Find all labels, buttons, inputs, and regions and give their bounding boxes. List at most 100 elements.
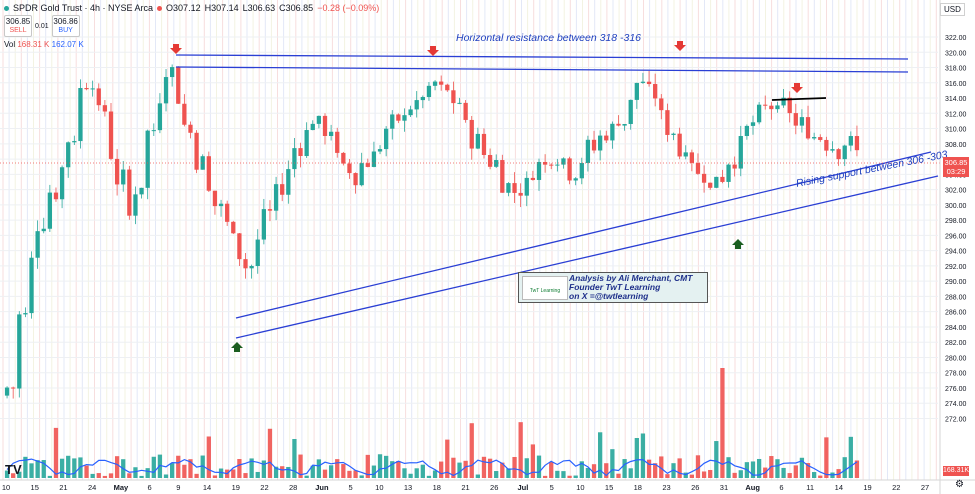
price-tick-label: 286.00 — [945, 310, 967, 317]
volume-bar — [414, 468, 419, 478]
price-tick-label: 314.00 — [945, 96, 967, 103]
price-axis[interactable]: 322.00 320.00 318.00 316.00 314.00 312.00 310.… — [945, 35, 967, 424]
volume-bar — [836, 469, 841, 478]
volume-bar — [371, 465, 377, 478]
down-arrow-red-icon — [427, 46, 439, 56]
time-tick-label: 5 — [349, 483, 353, 492]
buy-button[interactable]: 306.86 BUY — [51, 15, 80, 37]
candle-body — [812, 137, 817, 139]
price-tick-label: 288.00 — [945, 294, 967, 301]
candle-body — [47, 192, 52, 229]
volume-bar — [512, 456, 517, 478]
time-axis[interactable]: 10 15 21 24 May 6 9 14 19 22 28 Jun 5 10 13 18 21 26 Jul 5 1… — [2, 483, 929, 492]
candle-body — [206, 156, 211, 191]
volume-bar — [157, 454, 163, 478]
volume-bar — [506, 468, 511, 478]
currency-selector[interactable]: USD — [940, 3, 965, 16]
volume-bar — [243, 473, 248, 478]
current-price-label: 306.85 03:29 — [943, 157, 969, 177]
candle-body — [598, 135, 603, 151]
candle-body — [316, 115, 322, 124]
candle-body — [84, 88, 89, 90]
tradingview-logo[interactable]: TV — [5, 462, 22, 477]
candle-body — [267, 209, 273, 211]
down-arrow-red-icon — [674, 41, 686, 51]
candle-body — [591, 139, 597, 151]
volume-bar — [41, 460, 46, 478]
volume-bar — [714, 441, 719, 478]
time-tick-label: 5 — [550, 483, 554, 492]
volume-bar — [133, 467, 138, 478]
volume-bar — [677, 458, 682, 478]
analysis-credit-text: Analysis by Ali Merchant, CMT Founder Tw… — [569, 273, 693, 301]
trade-buttons: 306.85 SELL 0.01 306.86 BUY — [4, 15, 80, 37]
down-arrow-red-icon — [170, 44, 182, 54]
symbol-title[interactable]: SPDR Gold Trust · 4h · NYSE Arca — [13, 3, 154, 13]
price-tick-label: 316.00 — [945, 81, 967, 88]
sell-button[interactable]: 306.85 SELL — [4, 15, 32, 37]
sell-price: 306.85 — [5, 17, 31, 26]
candle-body — [365, 163, 370, 167]
volume-bar — [396, 461, 401, 478]
volume-bar — [756, 458, 762, 478]
candle-body — [848, 136, 853, 146]
candle-body — [738, 136, 743, 169]
trendlines[interactable] — [175, 54, 939, 339]
analysis-info-box: TwT Learning Analysis by Ali Merchant, C… — [518, 272, 708, 303]
candle-body — [420, 97, 425, 101]
candle-body — [567, 158, 572, 181]
price-tick-label: 278.00 — [945, 371, 967, 378]
volume-bars — [4, 368, 860, 478]
time-tick-label: May — [114, 483, 129, 492]
volume-bar — [500, 462, 505, 478]
candle-body — [108, 111, 114, 159]
volume-bar — [127, 473, 132, 478]
support-line-lower[interactable] — [235, 175, 939, 339]
volume-bar — [347, 470, 352, 478]
swing-high-line[interactable] — [771, 97, 827, 101]
time-tick-label: 26 — [490, 483, 498, 492]
candle-body — [66, 142, 71, 168]
candle-body — [787, 97, 792, 114]
time-tick-label: 19 — [232, 483, 240, 492]
support-line-upper[interactable] — [235, 151, 932, 319]
price-tick-label: 298.00 — [945, 218, 967, 225]
time-tick-label: Jul — [518, 483, 529, 492]
volume-bar — [84, 465, 89, 478]
volume-bar — [4, 470, 10, 478]
volume-bar — [280, 466, 285, 478]
price-tick-label: 284.00 — [945, 325, 967, 332]
time-tick-label: 22 — [260, 483, 268, 492]
volume-bar — [47, 475, 52, 478]
volume-bar — [66, 455, 71, 478]
volume-bar — [659, 456, 664, 478]
volume-bar — [695, 455, 701, 478]
candle-body — [72, 141, 77, 143]
volume-bar — [604, 463, 609, 478]
price-tick-label: 292.00 — [945, 264, 967, 271]
volume-bar — [689, 474, 694, 478]
candle-body — [4, 387, 10, 396]
candle-body — [414, 100, 419, 110]
candle-body — [347, 163, 352, 174]
time-tick-label: 28 — [289, 483, 297, 492]
price-tick-label: 290.00 — [945, 279, 967, 286]
volume-bar — [328, 465, 334, 478]
candle-body — [255, 239, 260, 267]
candle-body — [805, 117, 811, 139]
time-tick-label: 11 — [806, 483, 814, 492]
candle-body — [818, 137, 823, 140]
volume-bar — [854, 460, 860, 478]
resistance-line-lower[interactable] — [175, 66, 909, 73]
candle-body — [763, 104, 768, 106]
candle-body — [793, 113, 798, 126]
volume-bar — [750, 461, 756, 478]
volume-bar — [463, 460, 468, 478]
candle-body — [695, 162, 701, 174]
resistance-line-upper[interactable] — [175, 54, 909, 60]
settings-icon[interactable]: ⚙ — [955, 479, 964, 490]
candle-body — [475, 133, 480, 149]
candle-body — [96, 88, 101, 106]
candle-body — [59, 167, 65, 200]
